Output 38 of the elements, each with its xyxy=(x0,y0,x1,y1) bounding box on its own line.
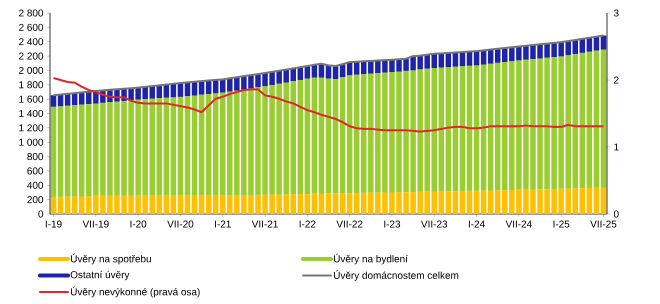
y-tick-label: 1 000 xyxy=(19,138,44,146)
x-tick-label: VII-23 xyxy=(421,220,448,228)
legend-label: Úvěry nevýkonné (pravá osa) xyxy=(70,286,200,298)
y-tick-label: 1 200 xyxy=(19,124,44,132)
y-tick-label: 2 600 xyxy=(19,24,44,31)
y2-tick-label: 2 xyxy=(614,76,619,84)
y-tick-label: 800 xyxy=(27,153,44,160)
x-tick-label: I-22 xyxy=(300,220,316,228)
y-tick-label: 1 400 xyxy=(19,110,44,118)
x-tick-label: I-21 xyxy=(215,220,231,228)
legend-label: Úvěry na bydlení xyxy=(334,254,408,264)
x-tick-label: VII-24 xyxy=(506,220,532,228)
x-tick-label: VII-21 xyxy=(252,220,278,228)
y-tick-label: 2 800 xyxy=(19,9,44,17)
x-tick-label: I-25 xyxy=(554,220,570,228)
y-tick-label: 200 xyxy=(27,196,44,204)
y-tick-label: 600 xyxy=(27,167,44,174)
y-tick-label: 2 200 xyxy=(19,52,44,60)
x-tick-label: VII-25 xyxy=(590,220,616,228)
x-tick-label: VII-20 xyxy=(167,220,194,228)
legend-label: Ostatní úvěry xyxy=(70,270,130,280)
x-tick-label: I-19 xyxy=(46,220,62,228)
y2-tick-label: 3 xyxy=(614,9,619,17)
y-tick-label: 1 600 xyxy=(19,96,44,103)
x-tick-label: VII-19 xyxy=(82,220,109,228)
x-tick-label: I-23 xyxy=(384,220,400,228)
y-tick-label: 400 xyxy=(27,182,44,189)
x-tick-label: I-20 xyxy=(130,220,146,228)
y-tick-label: 2 400 xyxy=(19,38,44,46)
y-tick-label: 2 000 xyxy=(19,66,44,74)
legend-label: Úvěry domácnostem celkem xyxy=(334,270,458,281)
x-tick-label: I-24 xyxy=(468,220,485,228)
y2-tick-label: 1 xyxy=(614,144,619,150)
y-tick-label: 1 800 xyxy=(19,81,44,88)
y-tick-label: 0 xyxy=(38,210,44,218)
y2-tick-label: 0 xyxy=(614,210,619,218)
legend-label: Úvěry na spotřebu xyxy=(70,254,151,264)
x-tick-label: VII-22 xyxy=(336,220,362,228)
